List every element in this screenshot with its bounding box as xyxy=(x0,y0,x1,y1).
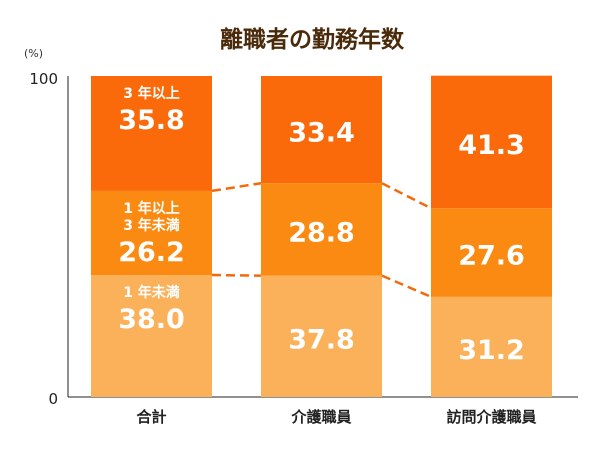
value-label-0-0: 38.0 xyxy=(118,304,185,335)
value-label-1-1: 28.8 xyxy=(288,217,355,248)
value-label-0-2: 35.8 xyxy=(118,105,185,136)
y-tick-label-max: 100 xyxy=(29,70,58,88)
connector-line-0-0 xyxy=(212,275,261,276)
value-label-1-2: 33.4 xyxy=(288,118,355,149)
legend-label-1-0: 1 年以上 xyxy=(123,200,180,217)
value-label-2-1: 27.6 xyxy=(458,241,525,272)
legend-label-0-0: 1 年未満 xyxy=(123,284,180,301)
value-label-1-0: 37.8 xyxy=(288,324,355,355)
y-tick-label-min: 0 xyxy=(48,390,58,408)
category-label-0: 合計 xyxy=(135,408,166,426)
legend-label-2-0: 3 年以上 xyxy=(123,85,180,102)
category-label-1: 介護職員 xyxy=(290,408,351,426)
legend-label-1-1: 3 年未満 xyxy=(123,217,180,234)
category-label-2: 訪問介護職員 xyxy=(446,408,536,426)
value-label-0-1: 26.2 xyxy=(118,237,185,268)
connector-line-0-1 xyxy=(212,183,261,191)
value-label-2-0: 31.2 xyxy=(458,335,525,366)
value-label-2-2: 41.3 xyxy=(458,130,525,161)
y-axis-unit: (%) xyxy=(24,47,43,60)
connector-line-1-1 xyxy=(382,183,431,208)
connector-line-1-0 xyxy=(382,276,431,297)
chart-title: 離職者の勤務年数 xyxy=(220,26,405,53)
